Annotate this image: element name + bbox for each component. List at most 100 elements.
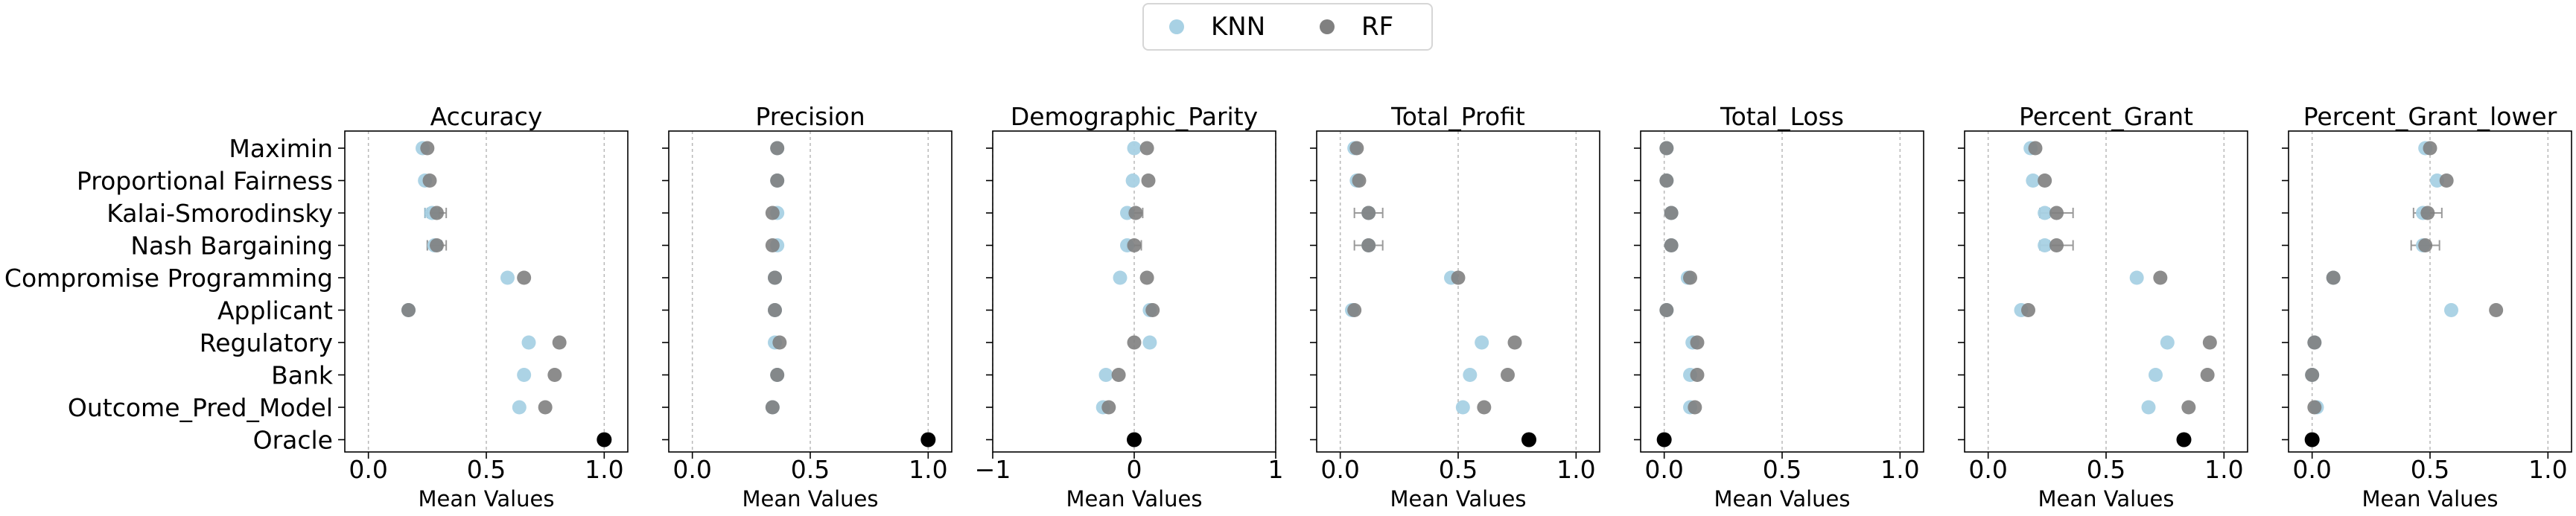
x-tick-label-accuracy-1: 0.5	[467, 455, 506, 484]
rf-point-demographic-parity-3	[1127, 238, 1142, 252]
knn-point-percent-grant-4	[2129, 270, 2144, 285]
rf-point-percent-grant-lower-1	[2439, 173, 2454, 188]
rf-point-total-loss-8	[1688, 400, 1702, 415]
rf-point-demographic-parity-6	[1127, 335, 1142, 350]
rf-point-total-loss-1	[1659, 173, 1674, 188]
x-tick-label-accuracy-0: 0.0	[349, 455, 387, 484]
knn-point-percent-grant-2	[2038, 206, 2052, 220]
panel-title-accuracy: Accuracy	[430, 102, 543, 131]
rf-point-precision-3	[765, 238, 780, 252]
x-tick-label-total-profit-0: 0.0	[1320, 455, 1359, 484]
panel-title-total-loss: Total_Loss	[1720, 102, 1844, 131]
x-axis-label-accuracy: Mean Values	[419, 486, 555, 512]
panel-title-total-profit: Total_Profit	[1390, 102, 1525, 131]
rf-point-precision-7	[770, 368, 785, 382]
x-tick-label-total-loss-2: 1.0	[1880, 455, 1919, 484]
x-tick-label-total-profit-1: 0.5	[1439, 455, 1478, 484]
rf-point-accuracy-1	[422, 173, 437, 188]
rf-point-total-profit-0	[1349, 141, 1364, 156]
rf-point-accuracy-2	[430, 206, 444, 220]
rf-point-precision-2	[765, 206, 780, 220]
rf-point-total-profit-6	[1507, 335, 1522, 350]
legend-label-knn: KNN	[1211, 12, 1266, 42]
oracle-point-demographic-parity	[1127, 432, 1142, 447]
rf-point-total-profit-3	[1361, 238, 1376, 252]
x-axis-label-total-loss: Mean Values	[1714, 486, 1851, 512]
rf-point-demographic-parity-7	[1111, 368, 1126, 382]
rf-point-percent-grant-lower-6	[2307, 335, 2322, 350]
rf-point-percent-grant-lower-8	[2307, 400, 2322, 415]
x-tick-label-precision-1: 0.5	[791, 455, 830, 484]
rf-point-percent-grant-4	[2153, 270, 2168, 285]
x-axis-label-percent-grant: Mean Values	[2038, 486, 2175, 512]
y-tick-label-4: Compromise Programming	[4, 264, 333, 293]
legend-label-rf: RF	[1361, 12, 1394, 42]
x-tick-label-total-profit-2: 1.0	[1556, 455, 1595, 484]
oracle-point-precision	[920, 432, 936, 447]
legend-item-knn: KNN	[1169, 12, 1265, 42]
knn-point-demographic-parity-4	[1113, 270, 1128, 285]
x-tick-label-percent-grant-2: 1.0	[2204, 455, 2243, 484]
panel-title-percent-grant-lower: Percent_Grant_lower	[2303, 102, 2557, 131]
x-tick-label-demographic-parity-2: 1	[1268, 455, 1284, 484]
rf-point-total-loss-6	[1690, 335, 1705, 350]
oracle-point-accuracy	[597, 432, 612, 447]
rf-point-percent-grant-7	[2200, 368, 2215, 382]
x-axis-label-precision: Mean Values	[742, 486, 879, 512]
rf-point-precision-4	[768, 270, 782, 285]
x-tick-label-percent-grant-lower-1: 0.5	[2411, 455, 2449, 484]
rf-point-demographic-parity-8	[1101, 400, 1116, 415]
x-tick-label-precision-0: 0.0	[672, 455, 711, 484]
y-tick-label-8: Outcome_Pred_Model	[68, 393, 333, 422]
rf-point-percent-grant-lower-5	[2489, 303, 2504, 317]
oracle-point-percent-grant-lower	[2304, 432, 2320, 447]
x-tick-label-percent-grant-lower-2: 1.0	[2528, 455, 2567, 484]
rf-point-total-profit-7	[1501, 368, 1515, 382]
rf-point-total-profit-8	[1477, 400, 1492, 415]
rf-point-accuracy-0	[420, 141, 435, 156]
rf-point-demographic-parity-2	[1128, 206, 1143, 220]
knn-point-demographic-parity-7	[1098, 368, 1113, 382]
x-tick-label-demographic-parity-1: 0	[1127, 455, 1142, 484]
knn-point-percent-grant-3	[2038, 238, 2052, 252]
rf-point-percent-grant-6	[2202, 335, 2217, 350]
rf-point-accuracy-3	[430, 238, 444, 252]
knn-point-demographic-parity-1	[1125, 173, 1140, 188]
rf-point-precision-5	[768, 303, 782, 317]
knn-point-percent-grant-6	[2160, 335, 2175, 350]
x-tick-label-accuracy-2: 1.0	[585, 455, 623, 484]
y-tick-label-1: Proportional Fairness	[77, 167, 333, 196]
rf-point-accuracy-6	[552, 335, 567, 350]
rf-point-total-loss-4	[1683, 270, 1697, 285]
knn-point-percent-grant-7	[2149, 368, 2163, 382]
rf-point-percent-grant-lower-4	[2326, 270, 2341, 285]
knn-point-accuracy-7	[517, 368, 532, 382]
rf-point-percent-grant-2	[2049, 206, 2064, 220]
rf-point-total-loss-5	[1659, 303, 1674, 317]
rf-point-percent-grant-lower-7	[2305, 368, 2320, 382]
knn-point-demographic-parity-6	[1142, 335, 1157, 350]
y-tick-label-6: Regulatory	[200, 328, 333, 357]
knn-point-percent-grant-lower-5	[2444, 303, 2458, 317]
rf-point-precision-6	[772, 335, 787, 350]
rf-point-accuracy-4	[517, 270, 532, 285]
y-tick-label-3: Nash Bargaining	[130, 232, 333, 261]
knn-point-total-profit-7	[1463, 368, 1478, 382]
oracle-point-total-profit	[1521, 432, 1536, 447]
rf-point-percent-grant-8	[2181, 400, 2196, 415]
x-tick-label-total-loss-0: 0.0	[1644, 455, 1683, 484]
legend-item-rf: RF	[1320, 12, 1393, 42]
legend: KNN RF	[1142, 3, 1433, 51]
rf-point-total-loss-7	[1690, 368, 1705, 382]
x-axis-label-demographic-parity: Mean Values	[1066, 486, 1203, 512]
x-tick-label-percent-grant-lower-0: 0.0	[2292, 455, 2331, 484]
rf-point-accuracy-8	[538, 400, 553, 415]
x-tick-label-demographic-parity-0: −1	[975, 455, 1011, 484]
x-axis-label-total-profit: Mean Values	[1390, 486, 1527, 512]
knn-point-percent-grant-8	[2141, 400, 2156, 415]
y-tick-label-2: Kalai-Smorodinsky	[106, 199, 333, 228]
knn-point-total-profit-8	[1455, 400, 1470, 415]
panel-title-precision: Precision	[755, 102, 865, 131]
rf-point-total-profit-5	[1347, 303, 1362, 317]
